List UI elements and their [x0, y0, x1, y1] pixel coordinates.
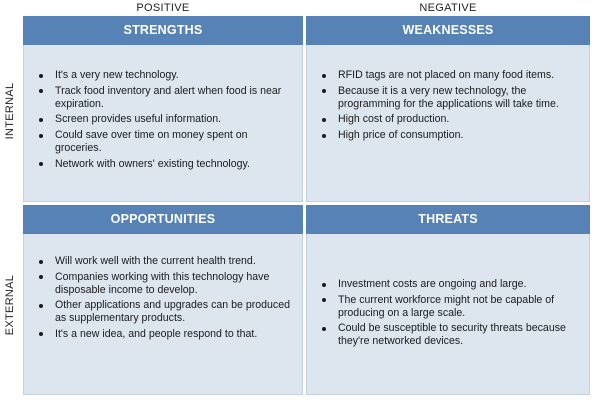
- strengths-item: Network with owners' existing technology…: [39, 158, 293, 171]
- strengths-item: Could save over time on money spent on g…: [39, 129, 293, 155]
- column-label-positive: POSITIVE: [136, 2, 190, 14]
- strengths-item: Track food inventory and alert when food…: [39, 85, 293, 111]
- weaknesses-item: High price of consumption.: [322, 129, 580, 142]
- strengths-title: STRENGTHS: [23, 16, 303, 45]
- threats-title: THREATS: [306, 205, 590, 234]
- weaknesses-list: RFID tags are not placed on many food it…: [306, 69, 590, 145]
- threats-item: Investment costs are ongoing and large.: [322, 278, 580, 291]
- weaknesses-item: RFID tags are not placed on many food it…: [322, 69, 580, 82]
- strengths-item: Screen provides useful information.: [39, 113, 293, 126]
- opportunities-quadrant: OPPORTUNITIES Will work well with the cu…: [23, 205, 303, 395]
- strengths-item: It's a very new technology.: [39, 69, 293, 82]
- weaknesses-quadrant: WEAKNESSES RFID tags are not placed on m…: [306, 16, 590, 202]
- row-label-internal: INTERNAL: [4, 82, 16, 140]
- row-label-external: EXTERNAL: [4, 274, 16, 336]
- weaknesses-item: Because it is a very new technology, the…: [322, 85, 580, 111]
- opportunities-item: Will work well with the current health t…: [39, 255, 293, 268]
- opportunities-title: OPPORTUNITIES: [23, 205, 303, 234]
- opportunities-item: Other applications and upgrades can be p…: [39, 299, 293, 325]
- opportunities-list: Will work well with the current health t…: [23, 255, 303, 344]
- threats-list: Investment costs are ongoing and large. …: [306, 278, 590, 351]
- strengths-list: It's a very new technology. Track food i…: [23, 69, 303, 174]
- weaknesses-item: High cost of production.: [322, 113, 580, 126]
- weaknesses-title: WEAKNESSES: [306, 16, 590, 45]
- strengths-quadrant: STRENGTHS It's a very new technology. Tr…: [23, 16, 303, 202]
- opportunities-item: It's a new idea, and people respond to t…: [39, 328, 293, 341]
- opportunities-item: Companies working with this technology h…: [39, 271, 293, 297]
- threats-quadrant: THREATS Investment costs are ongoing and…: [306, 205, 590, 395]
- threats-item: Could be susceptible to security threats…: [322, 322, 580, 348]
- column-label-negative: NEGATIVE: [419, 2, 477, 14]
- threats-item: The current workforce might not be capab…: [322, 294, 580, 320]
